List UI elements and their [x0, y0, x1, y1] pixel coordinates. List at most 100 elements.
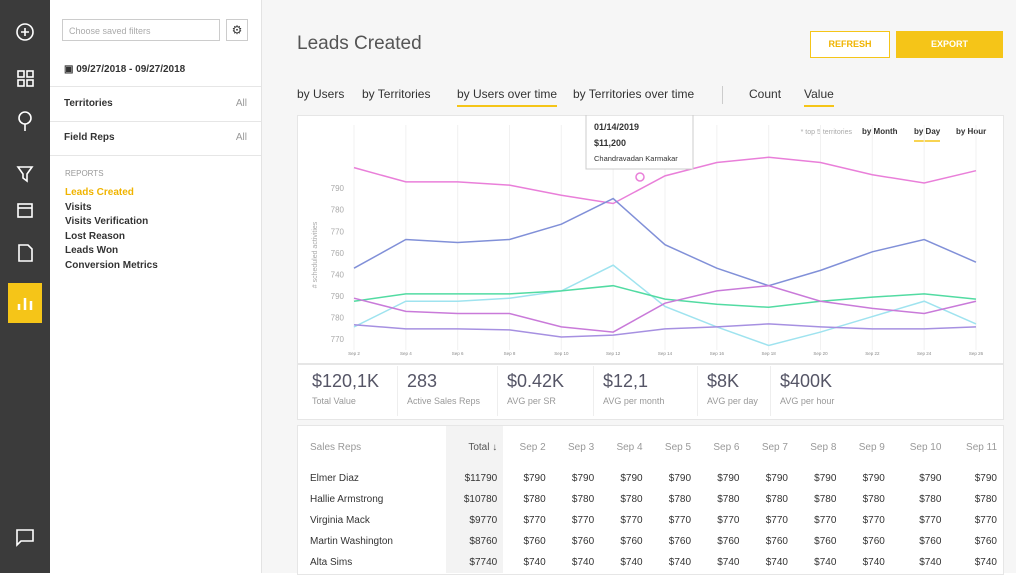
- column-header[interactable]: Sep 6: [713, 441, 740, 453]
- column-header[interactable]: Sep 11: [966, 441, 997, 453]
- cell: $760: [620, 536, 643, 547]
- column-header[interactable]: Sep 5: [664, 441, 692, 453]
- sales-table: Sales Reps Total ↓ Sep 2 Sep 3 Sep 4 Sep 5 Sep…: [298, 426, 1003, 573]
- column-header[interactable]: Sep 4: [616, 441, 643, 453]
- filter-value: All: [235, 132, 247, 143]
- cell: $740: [862, 557, 885, 568]
- stat-label: AVG per SR: [507, 396, 556, 406]
- settings-button[interactable]: ⚙: [226, 19, 248, 41]
- cell: $740: [919, 557, 942, 568]
- x-tick-label: Sep 14: [658, 351, 673, 356]
- cell: Alta Sims: [310, 557, 353, 568]
- view-tab[interactable]: by Users: [297, 87, 345, 101]
- y-tick-label: 790: [331, 184, 345, 193]
- cell: $790: [523, 473, 546, 484]
- filter-row[interactable]: Territories All: [50, 86, 261, 122]
- column-header[interactable]: Sales Reps: [310, 441, 362, 453]
- view-tab[interactable]: by Territories: [362, 87, 431, 101]
- measure-tab[interactable]: Count: [749, 87, 782, 101]
- view-tab[interactable]: by Territories over time: [573, 87, 695, 101]
- cell: $770: [620, 515, 643, 526]
- stat-value: $12,1: [603, 371, 649, 391]
- refresh-button[interactable]: REFRESH: [810, 31, 890, 58]
- report-link[interactable]: Conversion Metrics: [65, 259, 158, 271]
- cell: $790: [717, 473, 740, 484]
- chart: * top 5 territories by Month by Day by Hour…: [312, 115, 986, 356]
- hover-point: [635, 172, 645, 182]
- series-line: [353, 264, 977, 347]
- stat-divider: [497, 366, 498, 416]
- cell: $740: [668, 557, 692, 568]
- cell: $780: [523, 494, 546, 505]
- filter-label: Territories: [64, 98, 113, 109]
- header-row: Sales Reps Total ↓ Sep 2 Sep 3 Sep 4 Sep 5 Sep…: [298, 426, 1003, 468]
- tooltip-value: $11,200: [594, 138, 626, 148]
- tooltip: [585, 115, 694, 170]
- stats-box: [297, 364, 1004, 420]
- cell: $760: [765, 536, 788, 547]
- report-link[interactable]: Leads Created: [65, 187, 134, 198]
- cell: Hallie Armstrong: [310, 494, 384, 505]
- tooltip-date: 01/14/2019: [594, 122, 639, 132]
- period-tab[interactable]: by Hour: [956, 127, 986, 136]
- cell: $11790: [445, 468, 504, 489]
- view-tab[interactable]: by Users over time: [457, 87, 558, 107]
- cell: $740: [571, 557, 595, 568]
- series-line: [353, 156, 977, 205]
- rail-icons: [8, 23, 42, 547]
- report-link[interactable]: Lost Reason: [65, 230, 126, 242]
- stat: $12,1 AVG per month: [603, 371, 664, 406]
- stat-divider: [593, 366, 594, 416]
- export-button[interactable]: EXPORT: [896, 31, 1003, 58]
- cell: $760: [974, 536, 997, 547]
- table-row: Virginia Mack $9770 $770 $770 $770 $770 $770 $7…: [298, 510, 1003, 531]
- table-row: Hallie Armstrong $10780 $780 $780 $780 $780 $7…: [298, 489, 1003, 510]
- stat-divider: [397, 366, 398, 416]
- stat-label: AVG per month: [603, 396, 665, 406]
- page-title: Leads Created: [297, 33, 422, 54]
- tab-divider: [722, 86, 723, 104]
- column-header[interactable]: Sep 7: [761, 441, 788, 453]
- stat: 283 Active Sales Reps: [407, 371, 480, 406]
- report-link[interactable]: Visits: [65, 201, 92, 213]
- column-header[interactable]: Sep 2: [519, 441, 546, 453]
- series-line: [353, 284, 977, 333]
- cell: Elmer Diaz: [310, 473, 359, 484]
- date-range[interactable]: ▣ 09/27/2018 - 09/27/2018: [64, 64, 186, 75]
- cell: $740: [620, 557, 643, 568]
- x-tick-label: Sep 18: [762, 351, 777, 356]
- stat: $8K AVG per day: [707, 371, 758, 406]
- column-header[interactable]: Sep 9: [858, 441, 885, 453]
- column-header[interactable]: Sep 10: [909, 441, 942, 453]
- cell: $770: [974, 515, 997, 526]
- column-header[interactable]: Total ↓: [445, 426, 504, 468]
- cell: $780: [814, 494, 837, 505]
- cell: $780: [862, 494, 885, 505]
- filter-label: Field Reps: [64, 132, 115, 143]
- period-tab[interactable]: by Month: [862, 127, 898, 136]
- report-link[interactable]: Leads Won: [65, 245, 119, 256]
- cell: $8760: [445, 531, 504, 552]
- cell: $770: [668, 515, 692, 526]
- filter-row[interactable]: Field Reps All: [50, 121, 261, 156]
- table-box: Sales Reps Total ↓ Sep 2 Sep 3 Sep 4 Sep 5 Sep…: [297, 425, 1004, 575]
- x-tick-label: Sep 12: [606, 351, 621, 356]
- measure-tab[interactable]: Value: [804, 87, 834, 107]
- report-link[interactable]: Visits Verification: [65, 216, 149, 227]
- y-axis-label: # scheduled activities: [312, 221, 319, 288]
- column-header[interactable]: Sep 8: [810, 441, 837, 453]
- x-tick-label: Sep 10: [554, 351, 569, 356]
- cell: $740: [523, 557, 546, 568]
- saved-filters-select[interactable]: Choose saved filters: [62, 19, 220, 41]
- x-tick-label: Sep 6: [452, 351, 464, 356]
- table-row: Alta Sims $7740 $740 $740 $740 $740 $740 $740 $7…: [298, 552, 1003, 573]
- cell: $760: [571, 536, 595, 547]
- cell: $760: [919, 536, 942, 547]
- period-tab[interactable]: by Day: [914, 127, 941, 136]
- table-row: Elmer Diaz $11790 $790 $790 $790 $790 $790 $790…: [298, 468, 1003, 489]
- cell: $790: [765, 473, 788, 484]
- cell: $770: [919, 515, 942, 526]
- column-header[interactable]: Sep 3: [568, 441, 595, 453]
- cell: $760: [523, 536, 546, 547]
- cell: $790: [919, 473, 942, 484]
